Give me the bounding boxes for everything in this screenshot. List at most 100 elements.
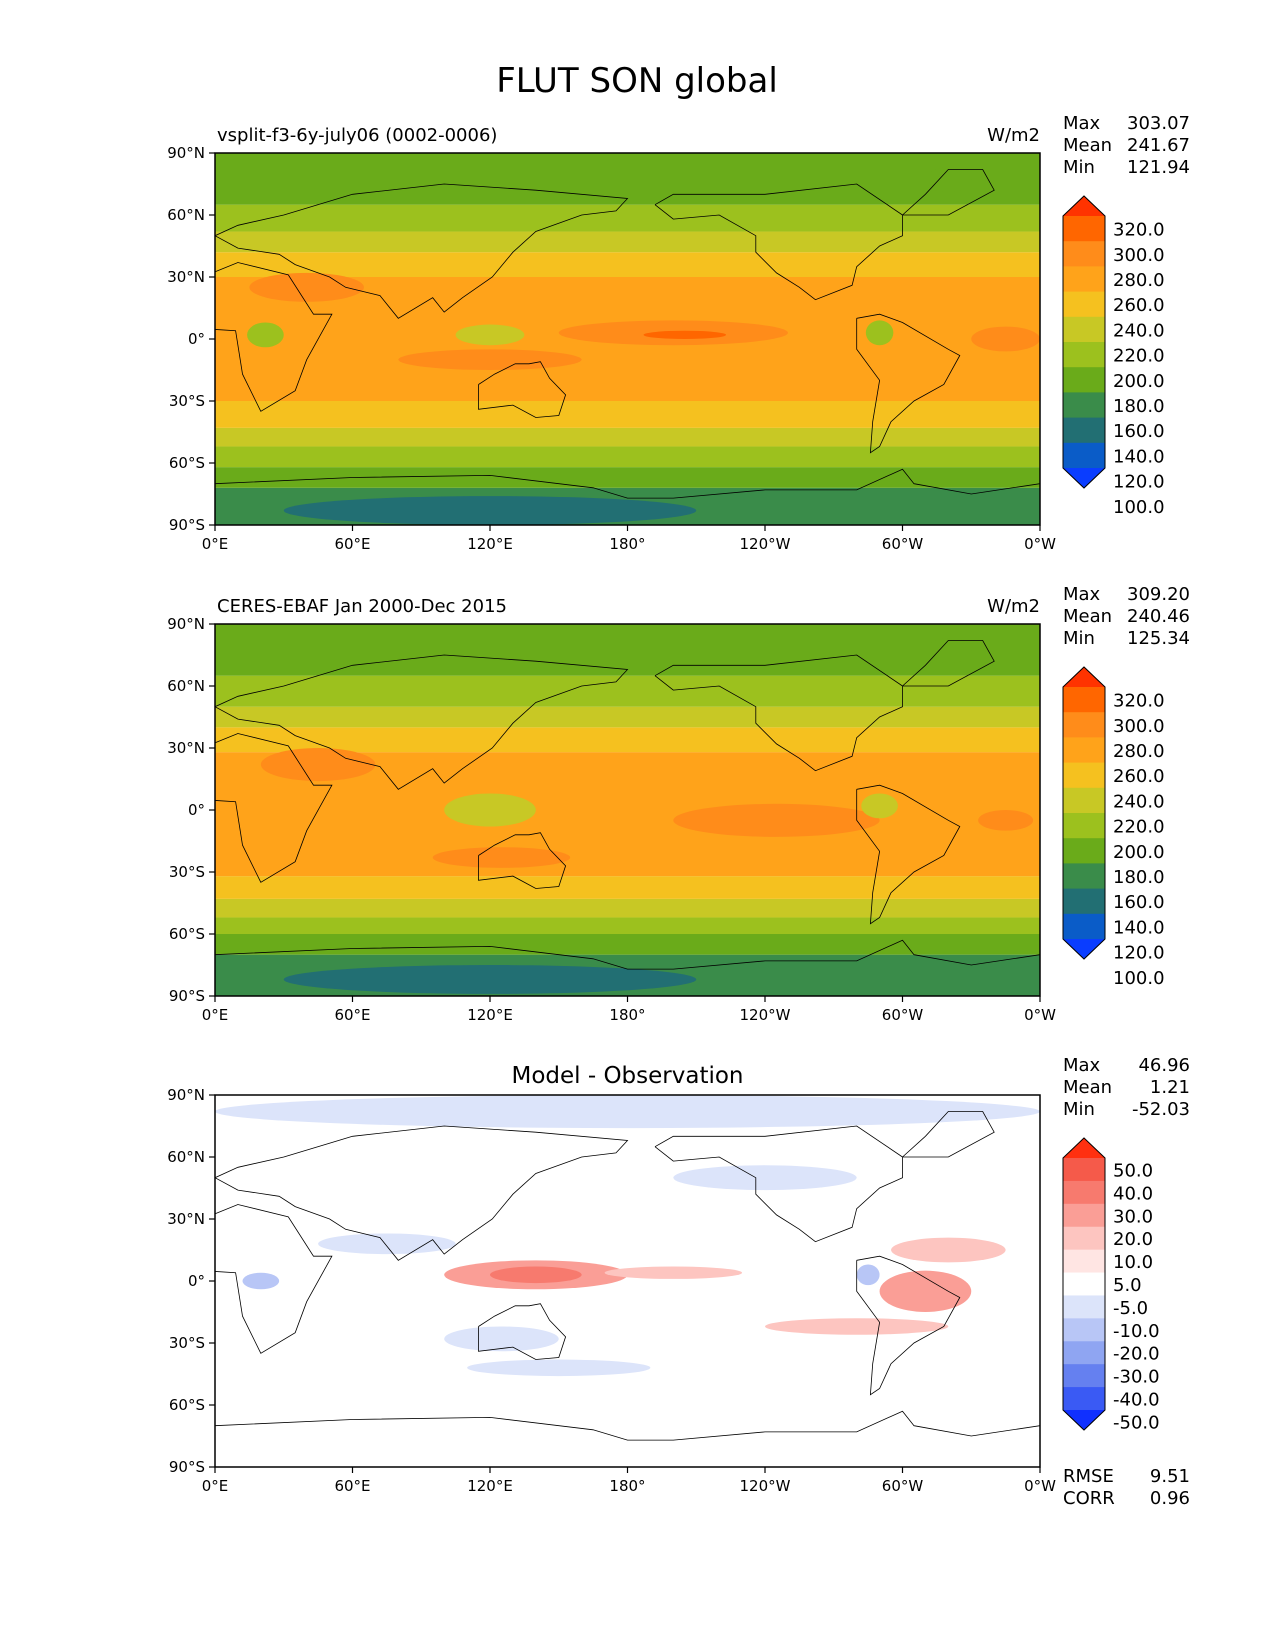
coastline — [856, 1255, 961, 1396]
contour-band — [215, 934, 1040, 955]
colorbar: 320.0 300.0 280.0 260.0 240.0 220.0 200.0 180.0… — [1062, 666, 1165, 989]
colorbar-swatch — [1063, 787, 1105, 814]
contour-band — [215, 898, 1040, 918]
contour-band — [215, 231, 1040, 253]
colorbar-swatch — [1063, 342, 1105, 368]
colorbar-swatch — [1063, 1203, 1105, 1228]
panel-units: W/m2 — [987, 125, 1040, 146]
colorbar-tick-label: 260.0 — [1113, 295, 1165, 316]
contour-region — [673, 803, 880, 837]
contour-band — [215, 624, 1040, 676]
colorbar-tick-label: 160.0 — [1113, 421, 1165, 442]
colorbar-swatch — [1063, 1158, 1105, 1182]
stat-label: Mean — [1063, 606, 1112, 627]
colorbar-tick-label: 200.0 — [1113, 842, 1165, 863]
contour-region — [879, 1270, 972, 1313]
contour-region — [643, 330, 727, 339]
contour-band — [215, 876, 1040, 899]
colorbar-swatch — [1063, 1341, 1105, 1365]
lat-tick-label: 30°N — [167, 1210, 205, 1228]
coastline — [902, 640, 995, 687]
colorbar-tick-label: 10.0 — [1113, 1252, 1153, 1273]
colorbar-tick-label: 320.0 — [1113, 691, 1165, 712]
colorbar-swatch — [1063, 1318, 1105, 1342]
coastline — [902, 169, 995, 216]
colorbar-swatch — [1063, 838, 1105, 864]
contour-region — [856, 1264, 880, 1286]
lon-tick-label: 0°E — [202, 1006, 229, 1024]
colorbar-swatch — [1063, 712, 1105, 738]
coastline — [215, 654, 629, 790]
lon-tick-label: 60°W — [882, 1006, 924, 1024]
contour-region — [444, 793, 536, 827]
contour-band — [215, 401, 1040, 428]
contour-region — [242, 1272, 280, 1290]
stat-label: Min — [1063, 157, 1095, 178]
lon-tick-label: 120°E — [467, 535, 513, 553]
colorbar-swatch — [1063, 737, 1105, 764]
colorbar-extend-min — [1063, 1410, 1105, 1430]
map-field — [215, 1095, 1040, 1467]
stat-value: 46.96 — [1138, 1055, 1190, 1076]
lat-tick-label: 60°N — [167, 206, 205, 224]
stat-value: 121.94 — [1127, 157, 1190, 178]
colorbar-tick-label: -50.0 — [1113, 1412, 1160, 1433]
contour-region — [865, 320, 894, 346]
colorbar-tick-label: 180.0 — [1113, 867, 1165, 888]
lon-tick-label: 120°W — [740, 1477, 791, 1495]
colorbar-tick-label: 120.0 — [1113, 943, 1165, 964]
lat-tick-label: 60°N — [167, 677, 205, 695]
stat-label: Min — [1063, 628, 1095, 649]
colorbar-tick-label: -20.0 — [1113, 1344, 1160, 1365]
coastline — [215, 733, 333, 883]
lat-tick-label: 90°N — [167, 1086, 205, 1104]
lat-tick-label: 30°S — [169, 392, 205, 410]
coastline — [856, 313, 961, 454]
colorbar-tick-label: 240.0 — [1113, 320, 1165, 341]
colorbar-tick-label: 160.0 — [1113, 892, 1165, 913]
colorbar-swatch — [1063, 813, 1105, 839]
lat-tick-label: 60°N — [167, 1148, 205, 1166]
lat-tick-label: 30°S — [169, 1334, 205, 1352]
contour-region — [215, 1095, 1040, 1129]
metric-label: RMSE — [1063, 1466, 1114, 1487]
colorbar-extend-min — [1063, 939, 1105, 959]
lon-tick-label: 180° — [609, 1006, 645, 1024]
contour-region — [467, 1359, 651, 1377]
contour-region — [861, 793, 898, 819]
colorbar-extend-min — [1063, 468, 1105, 488]
lon-tick-label: 60°E — [334, 1006, 370, 1024]
colorbar-extend-max — [1063, 1138, 1105, 1158]
lat-tick-label: 90°S — [169, 1458, 205, 1476]
lat-tick-label: 90°N — [167, 615, 205, 633]
stat-value: 1.21 — [1150, 1077, 1190, 1098]
contour-region — [604, 1266, 743, 1279]
coastline — [654, 654, 903, 772]
contour-band — [215, 706, 1040, 728]
coastline — [902, 1111, 995, 1158]
colorbar-swatch — [1063, 417, 1105, 444]
lat-tick-label: 90°S — [169, 987, 205, 1005]
contour-region — [249, 272, 364, 302]
colorbar-swatch — [1063, 913, 1105, 940]
lon-tick-label: 120°E — [467, 1477, 513, 1495]
contour-region — [247, 322, 284, 348]
colorbar-tick-label: 220.0 — [1113, 817, 1165, 838]
colorbar-swatch — [1063, 442, 1105, 469]
lon-tick-label: 60°W — [882, 535, 924, 553]
metric-label: CORR — [1063, 1488, 1115, 1509]
colorbar-tick-label: -30.0 — [1113, 1367, 1160, 1388]
contour-band — [215, 204, 1040, 232]
lon-tick-label: 0°W — [1024, 1006, 1056, 1024]
stat-value: 240.46 — [1127, 606, 1190, 627]
colorbar-tick-label: 320.0 — [1113, 220, 1165, 241]
colorbar-tick-label: 100.0 — [1113, 968, 1165, 989]
contour-region — [925, 638, 972, 664]
colorbar-tick-label: 120.0 — [1113, 472, 1165, 493]
contour-band — [215, 467, 1040, 488]
stat-value: 303.07 — [1127, 113, 1190, 134]
lon-tick-label: 60°W — [882, 1477, 924, 1495]
colorbar-tick-label: 260.0 — [1113, 766, 1165, 787]
colorbar-tick-label: -5.0 — [1113, 1298, 1148, 1319]
stat-label: Max — [1063, 584, 1101, 605]
